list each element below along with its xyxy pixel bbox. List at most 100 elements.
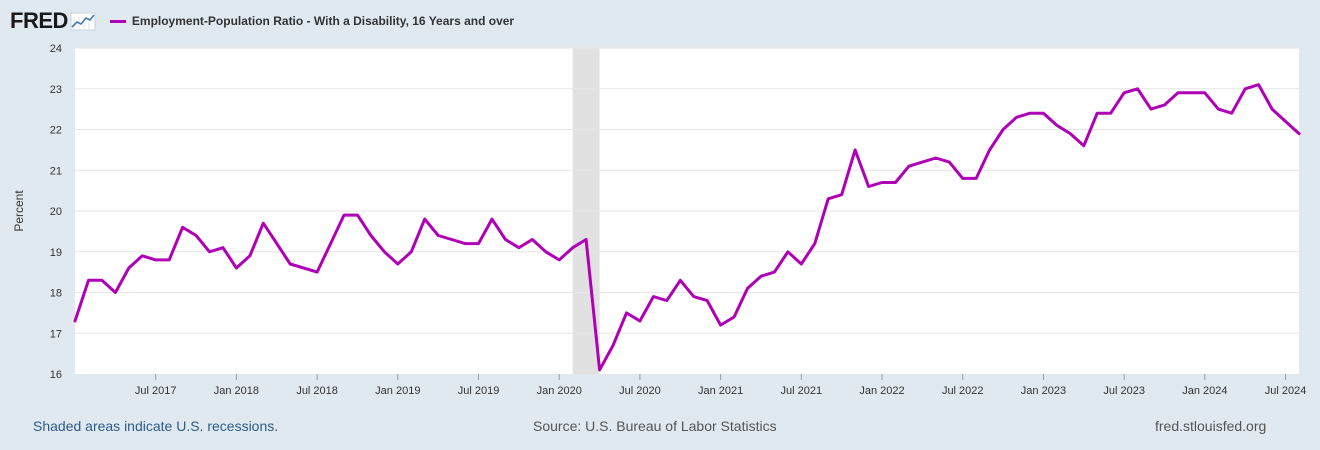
data-point — [262, 222, 265, 225]
data-point — [786, 250, 789, 253]
data-point — [1150, 108, 1153, 111]
fred-logo-text: FRED — [10, 8, 68, 33]
data-point — [840, 193, 843, 196]
y-tick-label: 19 — [50, 247, 62, 259]
data-point — [195, 234, 198, 237]
data-point — [1002, 128, 1005, 131]
data-point — [396, 262, 399, 265]
data-point — [800, 262, 803, 265]
legend-label: Employment-Population Ratio - With a Dis… — [131, 14, 515, 28]
data-point — [248, 254, 251, 257]
data-point — [423, 218, 426, 221]
data-point — [854, 148, 857, 151]
y-tick-label: 22 — [50, 125, 62, 137]
data-point — [612, 344, 615, 347]
data-point — [531, 238, 534, 241]
data-point — [948, 161, 951, 164]
data-point — [719, 324, 722, 327]
data-point — [773, 271, 776, 274]
data-point — [114, 291, 117, 294]
data-point — [638, 320, 641, 323]
data-point — [127, 267, 130, 270]
x-tick-label: Jan 2018 — [214, 385, 259, 397]
x-tick-label: Jan 2020 — [537, 385, 582, 397]
chart-header: FRED Employment-Population Ratio - With … — [10, 8, 514, 34]
x-tick-label: Jan 2021 — [698, 385, 743, 397]
x-tick-label: Jul 2020 — [619, 385, 661, 397]
chart-legend: Employment-Population Ratio - With a Dis… — [109, 14, 515, 28]
data-point — [746, 287, 749, 290]
data-point — [652, 295, 655, 298]
series-line — [73, 83, 1301, 372]
fred-url-link[interactable]: fred.stlouisfed.org — [1155, 418, 1267, 434]
x-tick-label: Jul 2023 — [1103, 385, 1145, 397]
x-tick-label: Jan 2022 — [859, 385, 904, 397]
data-point — [1136, 87, 1139, 90]
data-point — [907, 165, 910, 168]
data-point — [585, 238, 588, 241]
y-tick-label: 16 — [50, 369, 62, 381]
y-tick-label: 24 — [50, 43, 62, 55]
y-tick-label: 21 — [50, 165, 62, 177]
data-point — [665, 299, 668, 302]
data-point — [1015, 116, 1018, 119]
x-tick-label: Jul 2021 — [781, 385, 823, 397]
legend-swatch — [109, 19, 126, 23]
data-point — [733, 315, 736, 318]
data-point — [988, 148, 991, 151]
series-layer — [73, 83, 1301, 372]
data-point — [1163, 104, 1166, 107]
data-point — [1176, 91, 1179, 94]
recession-note-link[interactable]: Shaded areas indicate U.S. recessions. — [33, 418, 279, 434]
data-point — [625, 311, 628, 314]
data-point — [706, 299, 709, 302]
data-point — [1123, 91, 1126, 94]
data-point — [598, 368, 601, 371]
y-axis-label: Percent — [12, 190, 26, 232]
data-point — [141, 254, 144, 257]
data-point — [74, 320, 77, 323]
y-tick-label: 23 — [50, 84, 62, 96]
data-point — [464, 242, 467, 245]
data-point — [1028, 112, 1031, 115]
data-point — [827, 197, 830, 200]
data-point — [1284, 120, 1287, 123]
data-point — [679, 279, 682, 282]
data-point — [558, 258, 561, 261]
data-point — [544, 250, 547, 253]
data-point — [1244, 87, 1247, 90]
data-point — [1042, 112, 1045, 115]
data-point — [934, 157, 937, 160]
data-point — [208, 250, 211, 253]
data-point — [517, 246, 520, 249]
data-point — [1203, 91, 1206, 94]
data-point — [450, 238, 453, 241]
data-point — [961, 177, 964, 180]
x-tick-label: Jan 2023 — [1021, 385, 1066, 397]
data-point — [168, 258, 171, 261]
fred-logo[interactable]: FRED — [10, 8, 96, 34]
data-point — [369, 234, 372, 237]
data-point — [181, 226, 184, 229]
data-point — [1082, 144, 1085, 147]
data-point — [881, 181, 884, 184]
x-tick-label: Jul 2019 — [458, 385, 500, 397]
x-tick-label: Jan 2019 — [375, 385, 420, 397]
data-point — [1069, 132, 1072, 135]
grid-layer — [75, 47, 1299, 334]
data-point — [1271, 108, 1274, 111]
x-axis-ticks: Jul 2017 Jan 2018 Jul 2018 Jan 2019 Jul 2019… — [135, 374, 1306, 397]
data-point — [1257, 83, 1260, 86]
x-tick-label: Jan 2024 — [1182, 385, 1227, 397]
data-point — [87, 279, 90, 282]
y-tick-label: 18 — [50, 288, 62, 300]
source-text: Source: U.S. Bureau of Labor Statistics — [533, 418, 777, 434]
x-tick-label: Jul 2024 — [1265, 385, 1307, 397]
data-point — [316, 271, 319, 274]
data-point — [329, 242, 332, 245]
data-point — [410, 250, 413, 253]
y-tick-label: 20 — [50, 206, 62, 218]
data-point — [921, 161, 924, 164]
data-point — [154, 258, 157, 261]
